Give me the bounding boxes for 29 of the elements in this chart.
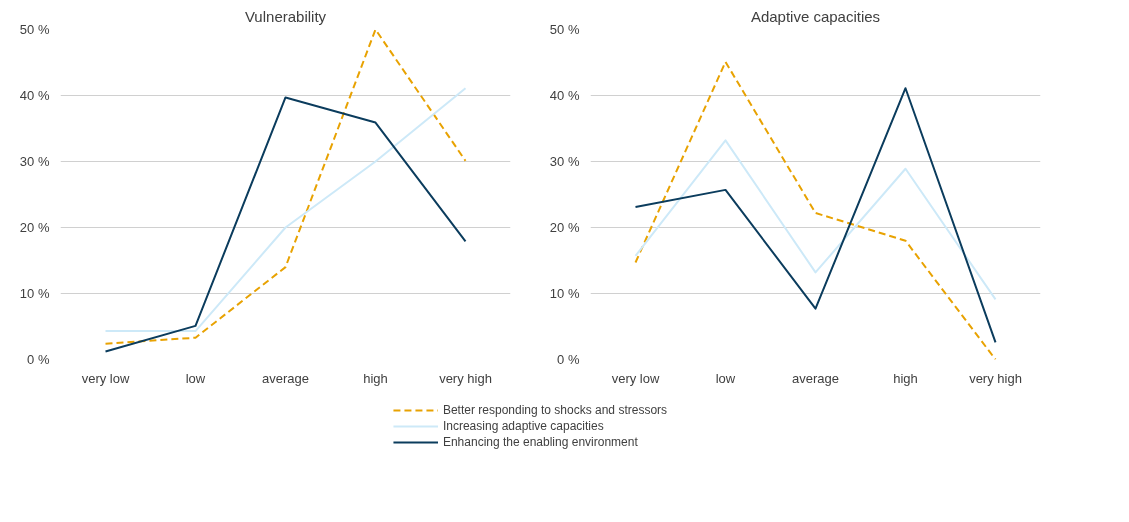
legend-label: Better responding to shocks and stressors	[442, 401, 668, 418]
line-series	[104, 29, 467, 345]
chart-title: Adaptive capacities	[750, 7, 881, 25]
y-tick-label: 40 %	[549, 88, 580, 103]
y-tick-label: 10 %	[19, 286, 50, 301]
y-tick-label: 0 %	[27, 352, 50, 367]
y-tick-label: 50 %	[19, 22, 50, 37]
legend-label: Enhancing the enabling environment	[442, 433, 638, 450]
line-series	[634, 139, 997, 301]
y-tick-label: 10 %	[549, 286, 580, 301]
x-tick-label: low	[185, 370, 206, 386]
x-tick-label: average	[262, 370, 309, 386]
x-tick-label: very high	[969, 370, 1022, 386]
chart-title: Vulnerability	[244, 7, 327, 25]
x-tick-label: high	[363, 370, 388, 386]
y-tick-label: 20 %	[549, 220, 580, 235]
legend-label: Increasing adaptive capacities	[442, 417, 604, 434]
x-tick-label: very low	[81, 370, 130, 386]
y-tick-label: 20 %	[19, 220, 50, 235]
x-tick-label: very high	[439, 370, 492, 386]
y-tick-label: 0 %	[557, 352, 580, 367]
y-tick-label: 30 %	[19, 154, 50, 169]
y-tick-label: 50 %	[549, 22, 580, 37]
y-tick-label: 40 %	[19, 88, 50, 103]
x-tick-label: average	[792, 370, 839, 386]
y-tick-label: 30 %	[549, 154, 580, 169]
x-tick-label: very low	[611, 370, 660, 386]
x-tick-label: low	[715, 370, 736, 386]
x-tick-label: high	[893, 370, 918, 386]
